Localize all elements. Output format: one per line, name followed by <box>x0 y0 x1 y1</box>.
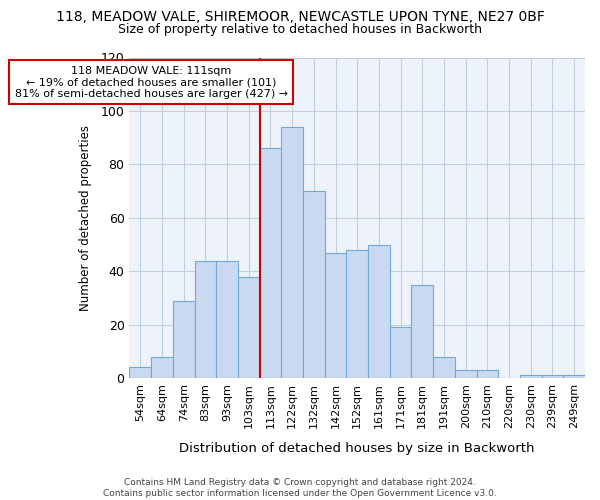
Bar <box>476 370 498 378</box>
Bar <box>130 368 151 378</box>
X-axis label: Distribution of detached houses by size in Backworth: Distribution of detached houses by size … <box>179 442 535 455</box>
Bar <box>325 252 346 378</box>
Bar <box>238 276 260 378</box>
Bar <box>563 376 585 378</box>
Bar <box>346 250 368 378</box>
Text: 118 MEADOW VALE: 111sqm
← 19% of detached houses are smaller (101)
81% of semi-d: 118 MEADOW VALE: 111sqm ← 19% of detache… <box>14 66 287 98</box>
Bar <box>412 284 433 378</box>
Text: Contains HM Land Registry data © Crown copyright and database right 2024.
Contai: Contains HM Land Registry data © Crown c… <box>103 478 497 498</box>
Bar <box>542 376 563 378</box>
Bar <box>194 260 216 378</box>
Bar <box>303 191 325 378</box>
Y-axis label: Number of detached properties: Number of detached properties <box>79 125 92 311</box>
Bar <box>455 370 476 378</box>
Bar <box>281 127 303 378</box>
Bar <box>520 376 542 378</box>
Bar <box>151 357 173 378</box>
Bar <box>260 148 281 378</box>
Bar <box>368 244 390 378</box>
Bar <box>173 300 194 378</box>
Text: 118, MEADOW VALE, SHIREMOOR, NEWCASTLE UPON TYNE, NE27 0BF: 118, MEADOW VALE, SHIREMOOR, NEWCASTLE U… <box>56 10 544 24</box>
Bar <box>390 328 412 378</box>
Bar <box>216 260 238 378</box>
Bar <box>433 357 455 378</box>
Text: Size of property relative to detached houses in Backworth: Size of property relative to detached ho… <box>118 22 482 36</box>
